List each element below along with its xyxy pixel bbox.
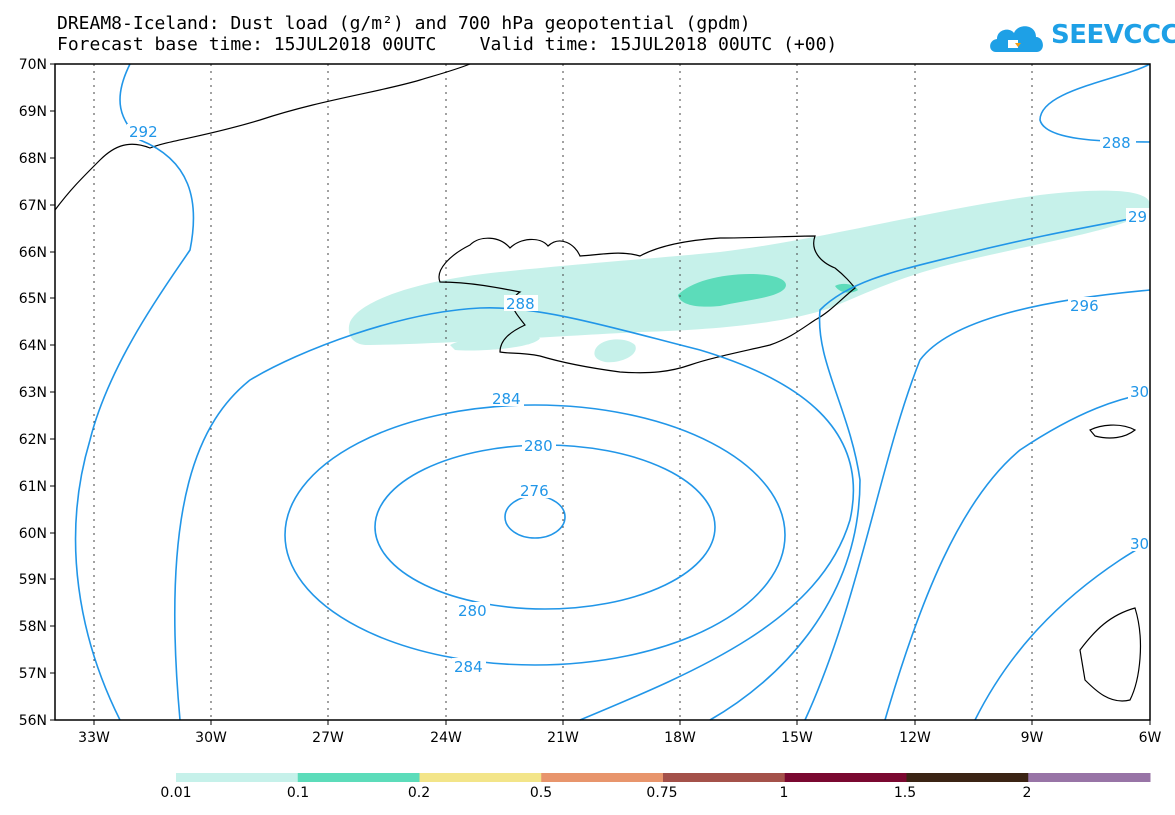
colorbar-label: 0.2 bbox=[408, 785, 430, 801]
colorbar-segment bbox=[176, 773, 299, 782]
lon-label: 21W bbox=[547, 730, 579, 746]
lat-label: 66N bbox=[19, 245, 47, 261]
lat-label: 70N bbox=[19, 57, 47, 73]
lat-label: 68N bbox=[19, 151, 47, 167]
contour-label: 280 bbox=[458, 602, 487, 620]
dust-shading bbox=[348, 190, 1150, 363]
contour-label: 288 bbox=[506, 295, 535, 313]
contour-label: 296 bbox=[1070, 297, 1099, 315]
colorbar-label: 1 bbox=[780, 785, 789, 801]
colorbar-segment bbox=[663, 773, 786, 782]
latitude-labels: 70N 69N 68N 67N 66N 65N 64N 63N 62N 61N … bbox=[19, 57, 47, 729]
lon-label: 33W bbox=[78, 730, 110, 746]
coastlines bbox=[54, 63, 1142, 702]
contour-label: 29 bbox=[1128, 208, 1147, 226]
colorbar-segment bbox=[541, 773, 664, 782]
colorbar-label: 0.75 bbox=[646, 785, 677, 801]
lat-label: 65N bbox=[19, 291, 47, 307]
colorbar-segment bbox=[906, 773, 1029, 782]
lon-label: 15W bbox=[781, 730, 813, 746]
lat-label: 61N bbox=[19, 479, 47, 495]
graticule bbox=[93, 64, 1033, 720]
contour-label: 30 bbox=[1130, 383, 1149, 401]
colorbar-label: 2 bbox=[1023, 785, 1032, 801]
geopotential-contours bbox=[74, 63, 1151, 721]
lat-label: 67N bbox=[19, 198, 47, 214]
contour-label: 30 bbox=[1130, 535, 1149, 553]
lat-label: 56N bbox=[19, 713, 47, 729]
lon-label: 12W bbox=[899, 730, 931, 746]
lat-label: 59N bbox=[19, 572, 47, 588]
map-title-line1: DREAM8-Iceland: Dust load (g/m²) and 700… bbox=[57, 13, 751, 34]
lon-label: 6W bbox=[1139, 730, 1162, 746]
contour-labels: 292 288 288 284 280 276 280 284 296 29 3… bbox=[127, 123, 1150, 676]
colorbar-segment bbox=[297, 773, 420, 782]
lon-label: 30W bbox=[195, 730, 227, 746]
contour-label: 284 bbox=[492, 390, 521, 408]
colorbar-segment bbox=[784, 773, 907, 782]
colorbar-segment bbox=[419, 773, 542, 782]
colorbar bbox=[176, 773, 1151, 782]
contour-label: 280 bbox=[524, 437, 553, 455]
lon-label: 9W bbox=[1021, 730, 1044, 746]
colorbar-segment bbox=[1028, 773, 1151, 782]
lon-label: 24W bbox=[430, 730, 462, 746]
contour-label: 276 bbox=[520, 482, 549, 500]
lat-label: 64N bbox=[19, 338, 47, 354]
map-title-line2: Forecast base time: 15JUL2018 00UTC Vali… bbox=[57, 34, 838, 55]
lat-label: 63N bbox=[19, 385, 47, 401]
contour-label: 284 bbox=[454, 658, 483, 676]
tick-marks bbox=[50, 63, 1151, 725]
colorbar-label: 0.5 bbox=[530, 785, 552, 801]
lon-label: 27W bbox=[312, 730, 344, 746]
lat-label: 58N bbox=[19, 619, 47, 635]
colorbar-labels: 0.01 0.1 0.2 0.5 0.75 1 1.5 2 bbox=[160, 785, 1031, 801]
lat-label: 62N bbox=[19, 432, 47, 448]
lon-label: 18W bbox=[664, 730, 696, 746]
lat-label: 57N bbox=[19, 666, 47, 682]
cloud-logo-icon bbox=[990, 26, 1043, 52]
lat-label: 69N bbox=[19, 104, 47, 120]
contour-label: 288 bbox=[1102, 134, 1131, 152]
colorbar-label: 0.1 bbox=[287, 785, 309, 801]
longitude-labels: 33W 30W 27W 24W 21W 18W 15W 12W 9W 6W bbox=[78, 730, 1161, 746]
map-frame bbox=[54, 63, 1151, 721]
contour-label: 292 bbox=[129, 123, 158, 141]
colorbar-label: 1.5 bbox=[894, 785, 916, 801]
lat-label: 60N bbox=[19, 526, 47, 542]
logo-text: SEEVCCC bbox=[1051, 20, 1175, 50]
colorbar-label: 0.01 bbox=[160, 785, 191, 801]
